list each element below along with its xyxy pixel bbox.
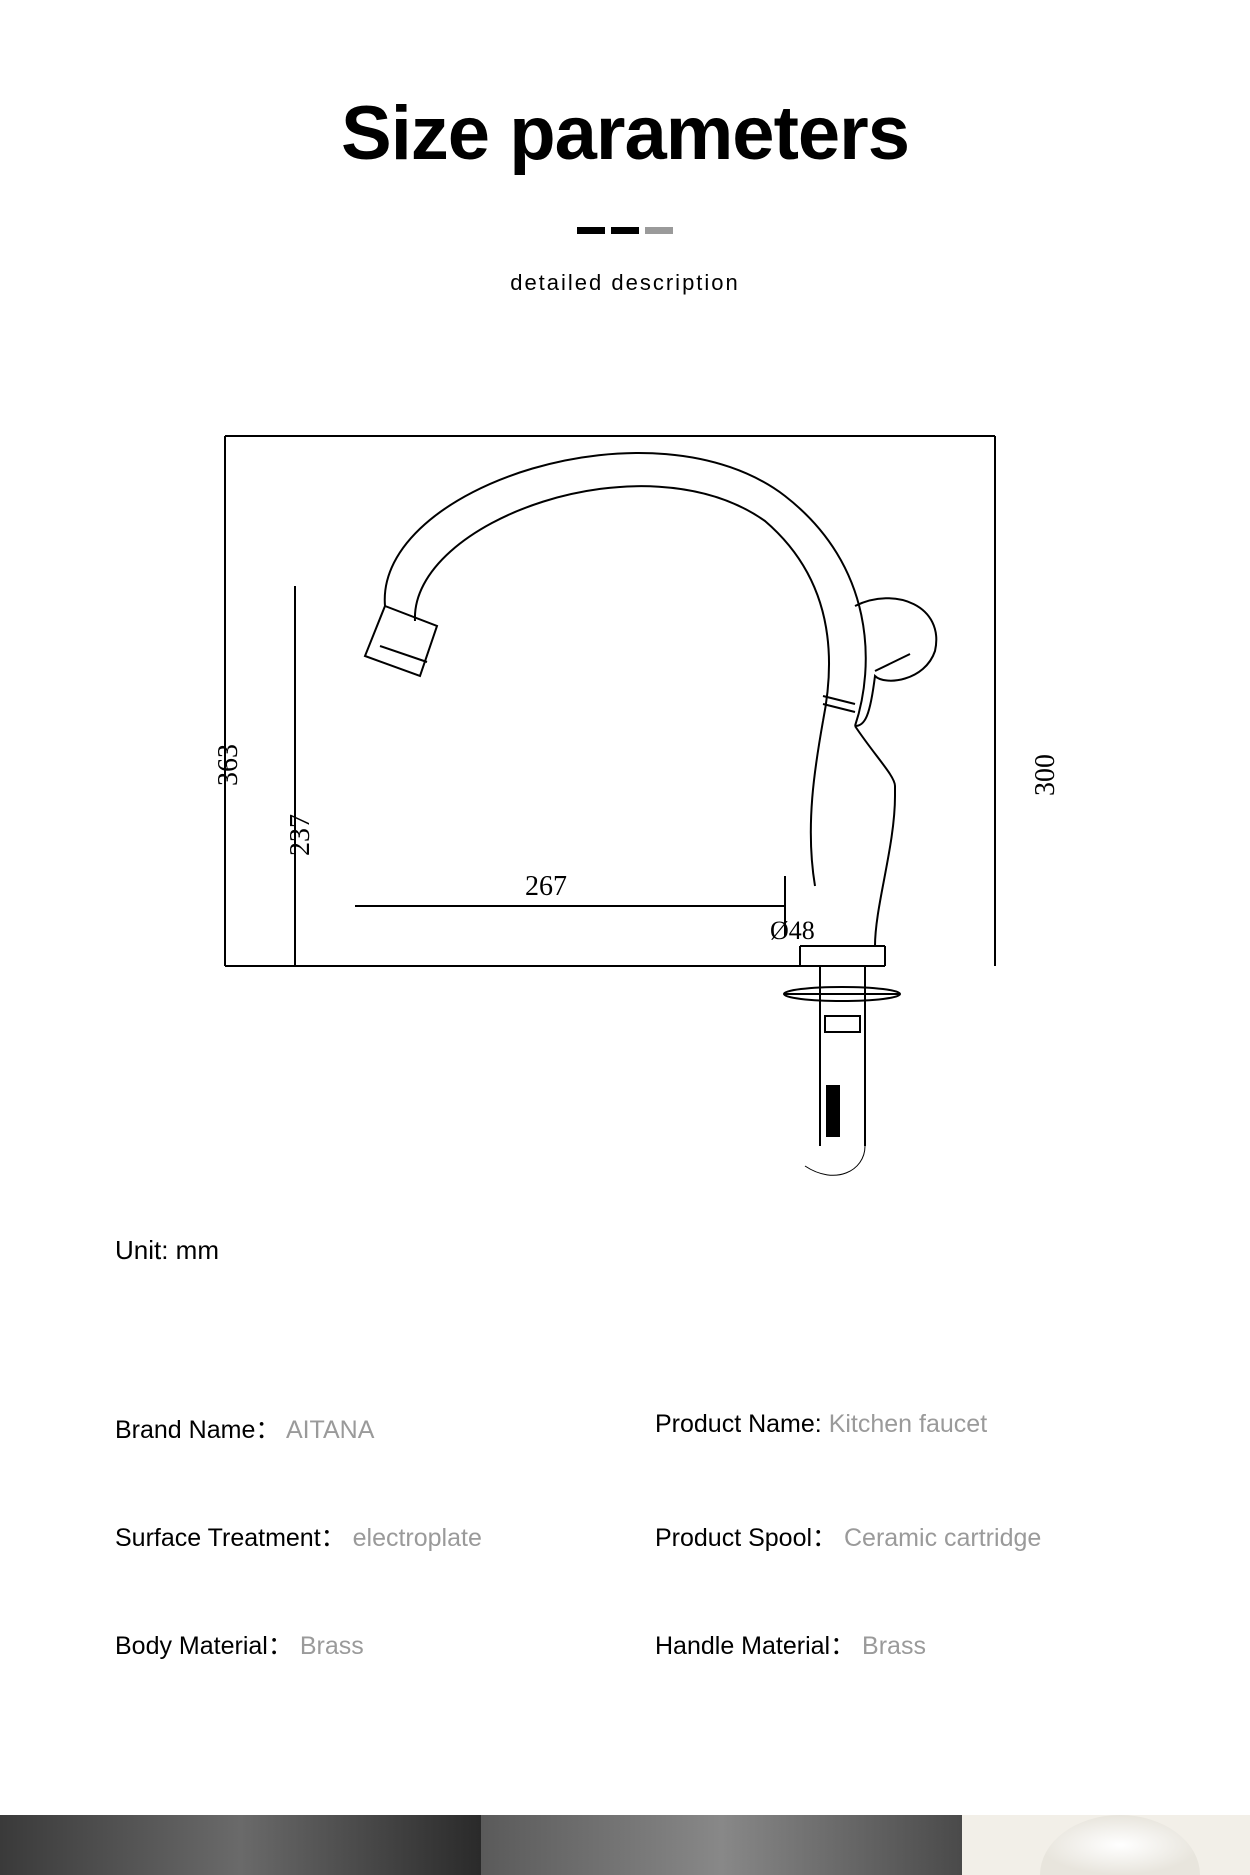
spec-label: Handle Material： — [655, 1632, 855, 1660]
spec-label: Brand Name： — [115, 1416, 280, 1444]
dash-3 — [645, 227, 673, 234]
spec-value: electroplate — [353, 1524, 482, 1552]
page-title: Size parameters — [0, 90, 1250, 177]
page-subtitle: detailed description — [0, 270, 1250, 296]
spec-spool: Product Spool： Ceramic cartridge — [655, 1518, 1155, 1554]
dim-overall-height: 363 — [213, 744, 245, 786]
spec-product-name: Product Name: Kitchen faucet — [655, 1410, 1155, 1446]
spec-value: Brass — [300, 1632, 364, 1660]
footer-strip-segment — [481, 1815, 962, 1875]
dim-spout-reach: 267 — [525, 871, 567, 903]
unit-label: Unit: mm — [115, 1235, 219, 1266]
spec-value: AITANA — [286, 1416, 374, 1444]
spec-label: Surface Treatment： — [115, 1524, 346, 1552]
spec-value: Ceramic cartridge — [844, 1524, 1041, 1552]
spec-label: Body Material： — [115, 1632, 293, 1660]
spec-grid: Brand Name： AITANA Product Name: Kitchen… — [115, 1410, 1155, 1662]
dim-base-diameter: Ø48 — [770, 916, 815, 946]
dim-handle-height: 300 — [1030, 754, 1062, 796]
spec-label: Product Spool： — [655, 1524, 837, 1552]
footer-image-strip — [0, 1815, 1250, 1875]
spec-label: Product Name: — [655, 1410, 822, 1438]
header-section: Size parameters detailed description — [0, 0, 1250, 296]
spec-value: Brass — [862, 1632, 926, 1660]
spec-handle-material: Handle Material： Brass — [655, 1626, 1155, 1662]
spec-value: Kitchen faucet — [829, 1410, 987, 1438]
dash-1 — [577, 227, 605, 234]
dash-2 — [611, 227, 639, 234]
title-dashes — [0, 227, 1250, 234]
spec-body-material: Body Material： Brass — [115, 1626, 615, 1662]
dim-spout-clearance: 237 — [285, 814, 317, 856]
spec-brand: Brand Name： AITANA — [115, 1410, 615, 1446]
faucet-diagram: 363 237 267 Ø48 300 — [175, 426, 1075, 1206]
footer-strip-segment — [962, 1815, 1250, 1875]
spec-surface: Surface Treatment： electroplate — [115, 1518, 615, 1554]
footer-strip-segment — [0, 1815, 481, 1875]
